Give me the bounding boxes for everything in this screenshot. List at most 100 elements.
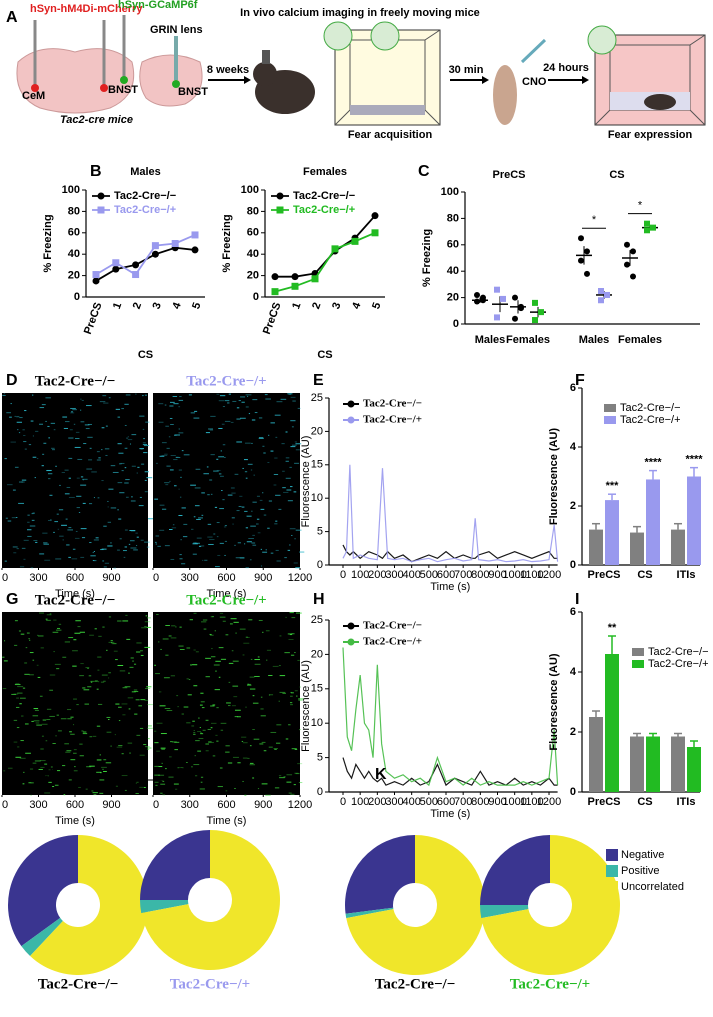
raster-event [295,567,300,569]
raster-event [3,660,8,662]
raster-event [252,534,255,536]
raster-event [89,447,92,449]
raster-event [74,632,81,634]
raster-event [193,417,200,419]
raster-event [289,544,291,546]
raster-event [220,450,223,452]
raster-event [37,676,41,678]
raster [2,612,148,795]
raster-event [207,728,211,730]
raster-event [78,786,81,788]
raster-event [236,407,240,409]
raster-event [73,639,77,641]
raster-event [294,538,296,540]
raster-event [117,509,119,511]
raster-event [124,447,127,449]
raster-event [200,692,204,694]
raster-event [256,495,261,497]
raster-event [284,652,290,654]
y-tick-label: 60 [447,239,459,251]
raster-event [101,548,107,550]
raster-event [234,787,236,789]
donut-segment [141,830,280,970]
raster-event [175,434,180,436]
raster-event [216,469,221,471]
legend-label: Tac2-Cre−/+ [293,204,355,216]
mice-label: Tac2-cre mice [60,114,133,126]
raster-event [169,480,171,482]
raster-event [99,779,105,781]
raster-event [62,416,68,418]
raster-event [50,766,53,768]
raster-event [239,628,246,630]
raster-event [248,413,251,415]
raster-event [81,730,84,732]
raster-event [172,524,175,526]
raster-event [134,691,139,693]
raster-event [78,511,81,513]
raster-event [255,523,259,525]
raster-event [160,733,167,735]
raster-event [99,792,104,794]
raster-event [94,680,98,682]
raster-event [147,748,150,750]
raster-event [59,535,64,537]
raster-event [15,706,20,708]
series-line [95,246,196,282]
raster-event [30,567,34,569]
raster-event [198,546,202,548]
raster-event [101,766,107,768]
raster-event [191,766,193,768]
raster-event [121,703,128,705]
legend-swatch [604,416,616,424]
raster-event [37,634,39,636]
y-tick-label: 0 [317,559,323,571]
raster-event [206,466,209,468]
raster-event [249,559,252,561]
raster-event [274,414,281,416]
raster-event [140,448,143,450]
y-tick-label: 5 [317,526,323,538]
raster-event [218,676,221,678]
raster-event [294,652,296,654]
x-tick-label: 700 [454,796,472,808]
raster-event [263,452,266,454]
raster-event [72,650,78,652]
raster-event [66,486,71,488]
raster-event [250,525,256,527]
point [291,282,299,290]
x-tick-label: 1000 [502,796,526,808]
raster-event [284,557,287,559]
raster-event [200,776,204,778]
raster-event [225,790,228,792]
raster-event [122,550,127,552]
raster-event [218,427,223,429]
raster-event [297,407,301,409]
raster-event [93,497,95,499]
raster-event [84,424,90,426]
raster-event [290,420,296,422]
raster-event [276,560,281,562]
raster-event [56,668,60,670]
legend-label: Tac2-Cre−/− [620,402,681,414]
raster-event [147,747,152,749]
raster-event [55,465,57,467]
raster-event [194,410,198,412]
raster-event [124,529,128,531]
raster-event [161,508,167,510]
raster-event [96,688,99,690]
point [291,273,299,281]
raster-event [181,507,186,509]
raster-event [29,639,31,641]
point [151,250,159,258]
raster-event [70,716,74,718]
raster-event [11,517,17,519]
raster-event [118,720,121,722]
raster-event [168,436,171,438]
x-tick-label: 400 [402,796,420,808]
raster-event [245,706,247,708]
raster-event [183,706,189,708]
raster-event [235,557,241,559]
raster-event [110,640,113,642]
donut-title: Tac2-Cre−/+ [510,976,590,992]
